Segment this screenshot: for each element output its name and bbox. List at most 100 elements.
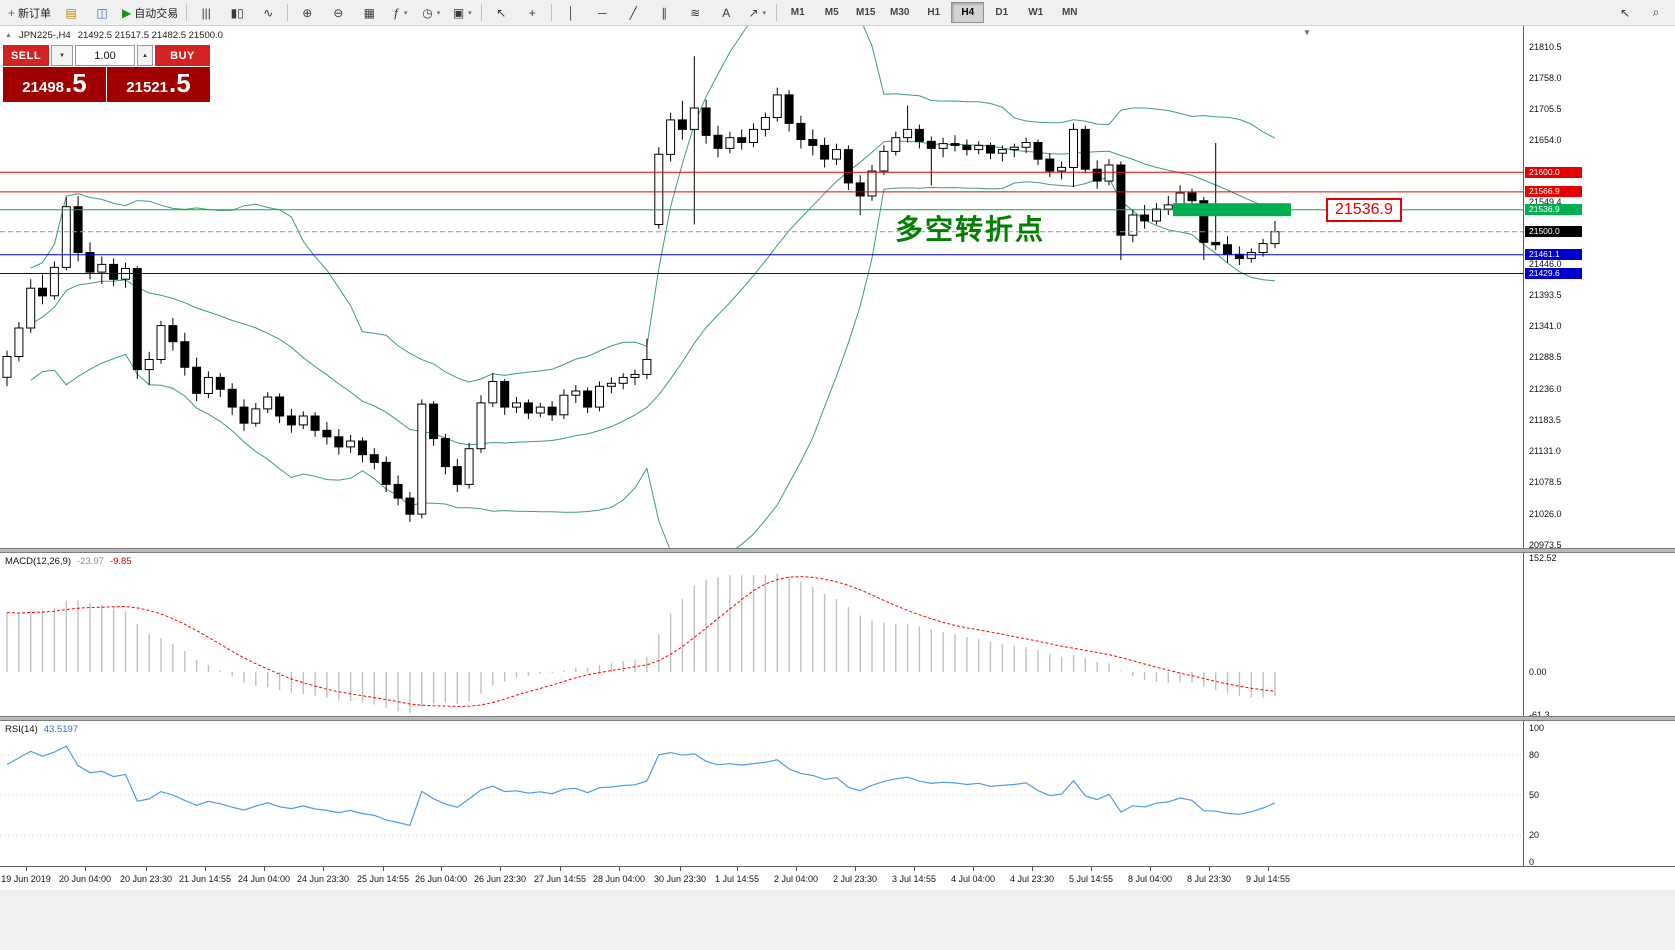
profiles-button[interactable]: ◫ (87, 1, 117, 24)
sell-price[interactable]: 21498 .5 (3, 67, 106, 102)
price-tick: 21236.0 (1529, 383, 1562, 394)
indicators-icon: ƒ (393, 5, 400, 20)
time-tick (1150, 867, 1151, 871)
fibonacci-button[interactable]: ≋ (680, 1, 710, 24)
price-tick: 21549.4 (1529, 197, 1562, 208)
rsi-axis-label: 0 (1529, 857, 1535, 867)
magnifier-button[interactable]: ⌕ (1652, 5, 1660, 19)
timeframe-h4[interactable]: H4 (951, 2, 985, 23)
pointer-tool-button[interactable]: ↖ (1619, 5, 1631, 20)
arrows-button[interactable]: ↗ ▾ (742, 1, 772, 24)
bar-chart-icon: ||| (201, 5, 211, 20)
price-level-label: 21536.9 (1525, 204, 1582, 216)
time-label: 20 Jun 04:00 (58, 874, 112, 884)
rsi-panel: RSI(14) 43.5197 (0, 721, 1523, 866)
candlestick-chart-button[interactable]: ▮▯ (222, 1, 252, 24)
volume-input[interactable]: 1.00 (75, 45, 135, 66)
chart-symbol-ohlc: ▲ JPN225-,H4 21492.5 21517.5 21482.5 215… (5, 30, 223, 41)
timeframe-mn[interactable]: MN (1061, 7, 1078, 18)
rsi-canvas[interactable] (0, 721, 1523, 866)
timeframe-m5[interactable]: M5 (824, 7, 839, 18)
zoom-out-button[interactable]: ⊖ (323, 1, 353, 24)
line-chart-button[interactable]: ∿ (253, 1, 283, 24)
buy-price[interactable]: 21521 .5 (107, 67, 210, 102)
time-label: 24 Jun 04:00 (237, 874, 291, 884)
time-label: 4 Jul 23:30 (1009, 874, 1055, 884)
timeframe-w1[interactable]: W1 (1028, 7, 1044, 18)
time-label: 28 Jun 04:00 (592, 874, 646, 884)
toolbar-separator (186, 4, 188, 21)
crosshair-button[interactable]: + (517, 1, 547, 24)
templates-button[interactable]: ▣ ▾ (447, 1, 477, 24)
trendline-button[interactable]: ╱ (618, 1, 648, 24)
time-label: 2 Jul 04:00 (773, 874, 819, 884)
price-tick: 21393.5 (1529, 290, 1562, 300)
time-tick (914, 867, 915, 871)
quote-row: 21498 .5 21521 .5 (3, 67, 210, 102)
toolbar-separator (287, 4, 289, 21)
auto-trading-button[interactable]: ▶ 自动交易 (118, 1, 182, 24)
new-order-button[interactable]: + 新订单 (4, 1, 55, 24)
time-tick (855, 867, 856, 871)
time-label: 30 Jun 23:30 (653, 874, 707, 884)
chart-annotation-text[interactable]: 多空转折点 (895, 214, 1046, 245)
price-tick: 21078.5 (1529, 477, 1562, 488)
panel-splitter[interactable] (0, 716, 1675, 721)
time-tick (619, 867, 620, 871)
buy-button[interactable]: BUY (155, 45, 210, 66)
volume-increase-button[interactable]: ▲ (137, 45, 153, 66)
trendline-icon: ╱ (629, 5, 637, 20)
chart-shift-marker[interactable]: ▼ (1303, 28, 1311, 37)
price-tick: 21131.0 (1529, 446, 1561, 457)
indicators-button[interactable]: ƒ ▾ (385, 1, 415, 24)
cursor-icon: ↖ (496, 5, 507, 20)
panel-splitter[interactable] (0, 548, 1675, 553)
vertical-line-button[interactable]: │ (556, 1, 586, 24)
time-label: 27 Jun 14:55 (533, 874, 587, 884)
horizontal-line-button[interactable]: ─ (587, 1, 617, 24)
main-chart-canvas[interactable] (0, 26, 1523, 548)
rsi-axis-label: 50 (1529, 790, 1540, 800)
rsi-value: 43.5197 (43, 724, 79, 735)
candlestick-chart-icon: ▮▯ (230, 5, 244, 20)
vertical-line-icon: │ (567, 5, 576, 20)
charts-icon: ▤ (65, 5, 77, 20)
price-callout-label[interactable]: 21536.9 (1326, 198, 1402, 222)
timeframe-m15[interactable]: M15 (856, 7, 876, 18)
time-tick (1091, 867, 1092, 871)
price-level-label: 21600.0 (1525, 166, 1582, 178)
time-label: 8 Jul 04:00 (1127, 874, 1173, 884)
price-tick: 21654.0 (1529, 135, 1562, 146)
periods-button[interactable]: ◷ ▾ (416, 1, 446, 24)
price-level-label: 21461.1 (1525, 249, 1582, 261)
price-axis[interactable]: 21810.5 21758.0 21705.5 21654.0 21549.4 21446… (1523, 26, 1675, 867)
timeframe-m1[interactable]: M1 (790, 7, 805, 18)
cursor-button[interactable]: ↖ (486, 1, 516, 24)
profiles-icon: ◫ (96, 5, 108, 20)
zoom-in-button[interactable]: ⊕ (292, 1, 322, 24)
time-axis[interactable]: 19 Jun 2019 20 Jun 04:00 20 Jun 23:30 21 Ju… (0, 866, 1675, 890)
time-label: 5 Jul 14:55 (1068, 874, 1114, 884)
timeframe-d1[interactable]: D1 (995, 7, 1009, 18)
toolbar-button-label: 新订单 (18, 7, 52, 20)
text-label-button[interactable]: A (711, 1, 741, 24)
time-tick (1268, 867, 1269, 871)
equidistant-channel-button[interactable]: ∥ (649, 1, 679, 24)
macd-canvas[interactable] (0, 553, 1523, 716)
zoom-out-icon: ⊖ (333, 5, 344, 20)
chevron-down-icon: ▾ (468, 9, 472, 17)
one-click-trading-panel: SELL ▼ 1.00 ▲ BUY 21498 .5 21521 .5 (3, 45, 210, 102)
charts-button[interactable]: ▤ (56, 1, 86, 24)
bar-chart-button[interactable]: ||| (191, 1, 221, 24)
price-tick: 21705.5 (1529, 104, 1562, 115)
timeframe-m30[interactable]: M30 (890, 7, 910, 18)
timeframe-h1[interactable]: H1 (927, 7, 941, 18)
time-label: 8 Jul 23:30 (1186, 874, 1232, 884)
volume-decrease-button[interactable]: ▼ (51, 45, 73, 66)
sell-button[interactable]: SELL (3, 45, 49, 66)
time-tick (1209, 867, 1210, 871)
macd-main-value: -23.97 (77, 556, 104, 567)
price-level-label: 21500.0 (1525, 226, 1582, 238)
grid-button[interactable]: ▦ (354, 1, 384, 24)
